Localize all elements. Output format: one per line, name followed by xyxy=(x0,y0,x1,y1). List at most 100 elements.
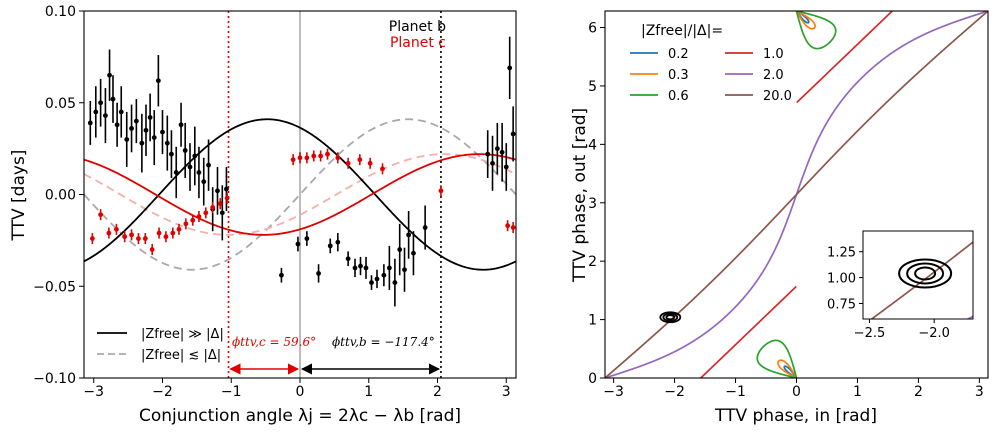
planet-b-point-marker xyxy=(402,267,407,273)
planet-b-point-marker xyxy=(352,265,358,271)
planet-b-point-12 xyxy=(143,104,149,156)
right-x-tick-label: −3 xyxy=(603,384,624,400)
planet-b-point-15 xyxy=(155,55,161,107)
planet-c-point-28 xyxy=(357,154,363,166)
series-curve-0.3 xyxy=(777,11,816,378)
planet-b-point-42 xyxy=(374,269,380,289)
planet-b-point-marker xyxy=(490,160,495,166)
right-y-tick-label: 1 xyxy=(588,313,597,329)
right-x-axis-label: TTV phase, in [rad] xyxy=(714,406,877,426)
planet-c-point-marker xyxy=(318,153,324,159)
planet-b-point-marker xyxy=(201,179,207,185)
planet-b-point-51 xyxy=(485,130,491,178)
planet-c-point-marker xyxy=(149,247,155,252)
main-contour xyxy=(659,311,682,324)
planet-c-point-marker xyxy=(156,230,162,236)
planet-b-point-marker xyxy=(87,120,93,126)
planet-b-point-marker xyxy=(98,100,104,106)
planet-b-point-marker xyxy=(182,148,188,153)
planet-b-point-marker xyxy=(129,126,134,131)
planet-b-point-14 xyxy=(151,110,157,166)
planet-b-point-marker xyxy=(151,135,157,141)
planet-c-point-16 xyxy=(203,207,209,219)
right-x-tick-label: 2 xyxy=(914,384,923,400)
planet-c-point-12 xyxy=(176,223,182,235)
right-y-tick-label: 0 xyxy=(588,371,597,387)
planet-c-label: Planet c xyxy=(390,35,446,51)
planet-b-point-49 xyxy=(411,231,416,276)
planet-c-point-21 xyxy=(297,152,303,164)
planet-c-point-marker xyxy=(367,160,373,166)
planet-b-point-marker xyxy=(206,162,211,168)
inset-contour-ring-2 xyxy=(914,266,937,281)
planet-c-point-marker xyxy=(176,226,182,232)
planet-b-point-36 xyxy=(335,233,341,252)
planet-b-point-marker xyxy=(510,131,516,137)
left-x-tick-label: −1 xyxy=(221,384,242,400)
right-y-tick-label: 3 xyxy=(588,196,597,212)
planet-b-point-marker xyxy=(503,164,509,170)
solid-model-curves xyxy=(84,118,516,271)
legend-solid-label: |Zfree| ≫ |Δ| xyxy=(141,327,224,342)
left-y-axis-label: TTV [days] xyxy=(9,150,29,242)
inset-y-tick-label: 0.75 xyxy=(827,297,856,312)
planet-c-point-10 xyxy=(163,231,169,243)
left-y-tick-label: 0.10 xyxy=(45,4,76,20)
planet-b-point-marker xyxy=(499,149,505,155)
planet-b-point-54 xyxy=(499,122,505,182)
right-x-ticks: −3 −2 −1 0 1 2 3 xyxy=(603,378,984,400)
planet-c-point-24 xyxy=(318,150,324,162)
planet-b-point-marker xyxy=(107,72,112,78)
right-legend-title: |Zfree|/|Δ|= xyxy=(641,23,723,39)
inset-y-tick-label: 1.25 xyxy=(827,246,856,261)
planet-b-point-marker xyxy=(485,151,491,157)
planet-b-point-marker xyxy=(124,137,130,142)
planet-c-point-1 xyxy=(98,209,104,221)
planet-b-point-45 xyxy=(392,258,398,307)
planet-b-point-53 xyxy=(494,122,500,175)
planet-b-point-32 xyxy=(295,236,301,252)
series-curve-1.0 xyxy=(700,11,893,378)
phi-c-annotation: ϕttv,c = 59.6° xyxy=(232,335,316,349)
planet-b-model-curve xyxy=(84,118,516,271)
planet-c-point-15 xyxy=(196,211,202,223)
planet-c-point-marker xyxy=(438,188,444,194)
left-x-ticks: −3 −2 −1 0 1 2 3 xyxy=(83,378,511,400)
inset-x-tick-label: −2.0 xyxy=(918,326,950,341)
planet-b-point-marker xyxy=(279,272,284,278)
planet-c-point-26 xyxy=(335,152,341,164)
planet-c-point-18 xyxy=(217,198,223,210)
planet-b-point-39 xyxy=(358,256,363,276)
right-y-tick-label: 4 xyxy=(588,137,597,153)
inset-plot: −2.5 −2.0 0.75 1.00 1.25 xyxy=(827,230,974,341)
left-y-tick-label: −0.05 xyxy=(33,279,76,295)
planet-c-point-25 xyxy=(325,148,330,160)
planet-b-point-22 xyxy=(187,143,193,191)
planet-c-point-marker xyxy=(290,157,296,163)
planet-b-point-marker xyxy=(173,170,179,175)
planet-b-point-3 xyxy=(103,88,108,144)
planet-b-point-1 xyxy=(93,86,99,138)
planet-c-point-marker xyxy=(129,232,134,238)
planet-b-point-marker xyxy=(363,265,369,271)
planet-b-point-marker xyxy=(392,280,398,285)
planet-b-point-marker xyxy=(494,146,500,152)
planet-c-point-17 xyxy=(210,201,216,213)
legend-dashed-label: |Zfree| ≲ |Δ| xyxy=(141,348,221,363)
planet-b-point-marker xyxy=(327,243,333,249)
planet-b-point-13 xyxy=(147,93,153,142)
planet-b-point-28 xyxy=(215,166,220,215)
planet-b-point-56 xyxy=(507,36,513,100)
planet-b-point-34 xyxy=(316,264,321,283)
planet-b-point-55 xyxy=(503,143,509,191)
series-curve-0.2 xyxy=(783,11,810,378)
planet-c-point-marker xyxy=(106,230,112,236)
planet-c-point-30 xyxy=(380,163,385,175)
planet-b-label: Planet b xyxy=(389,19,446,35)
left-x-tick-label: −2 xyxy=(152,384,173,400)
planet-c-point-4 xyxy=(122,231,128,243)
planet-c-point-2 xyxy=(106,227,112,239)
planet-b-point-11 xyxy=(139,113,145,173)
left-x-tick-label: 0 xyxy=(296,384,305,400)
